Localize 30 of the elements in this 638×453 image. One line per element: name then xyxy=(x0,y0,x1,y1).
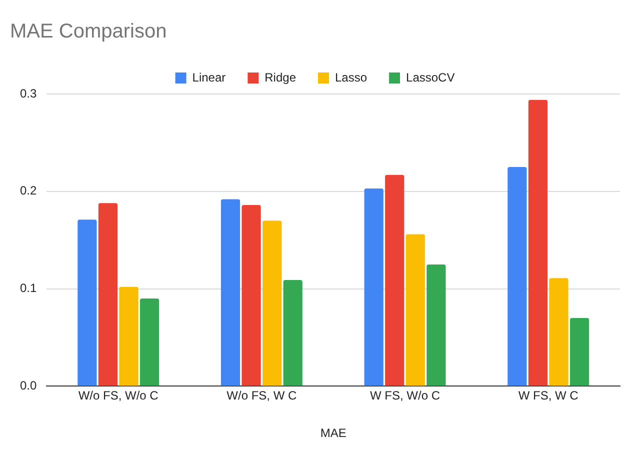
bar xyxy=(385,174,404,386)
x-tick-label: W/o FS, W C xyxy=(226,388,298,403)
legend-label: LassoCV xyxy=(406,70,455,84)
x-tick-label: W/o FS, W/o C xyxy=(78,388,159,403)
y-tick-label: 0.3 xyxy=(20,86,37,100)
bar xyxy=(283,280,302,386)
chart-title: MAE Comparison xyxy=(10,20,167,43)
x-axis-title: MAE xyxy=(320,426,346,440)
bar xyxy=(119,286,138,386)
bar xyxy=(549,278,568,386)
bar xyxy=(140,298,160,386)
bar xyxy=(364,188,384,386)
y-tick-label: 0.0 xyxy=(20,378,37,393)
bar xyxy=(242,205,261,386)
bar xyxy=(426,264,446,386)
x-tick-label: W FS, W C xyxy=(518,388,579,403)
bar xyxy=(570,318,590,386)
x-tick-label: W FS, W/o C xyxy=(370,388,440,403)
legend-label: Lasso xyxy=(335,70,368,84)
bar xyxy=(406,234,425,386)
bar xyxy=(508,167,527,386)
y-tick-label: 0.2 xyxy=(20,184,37,198)
bar xyxy=(528,100,548,386)
y-tick-label: 0.1 xyxy=(20,281,37,296)
bar xyxy=(78,220,97,386)
bar xyxy=(220,199,240,386)
bar xyxy=(98,203,118,386)
bar xyxy=(262,220,282,386)
legend-label: Linear xyxy=(192,70,226,84)
legend-label: Ridge xyxy=(264,70,296,84)
